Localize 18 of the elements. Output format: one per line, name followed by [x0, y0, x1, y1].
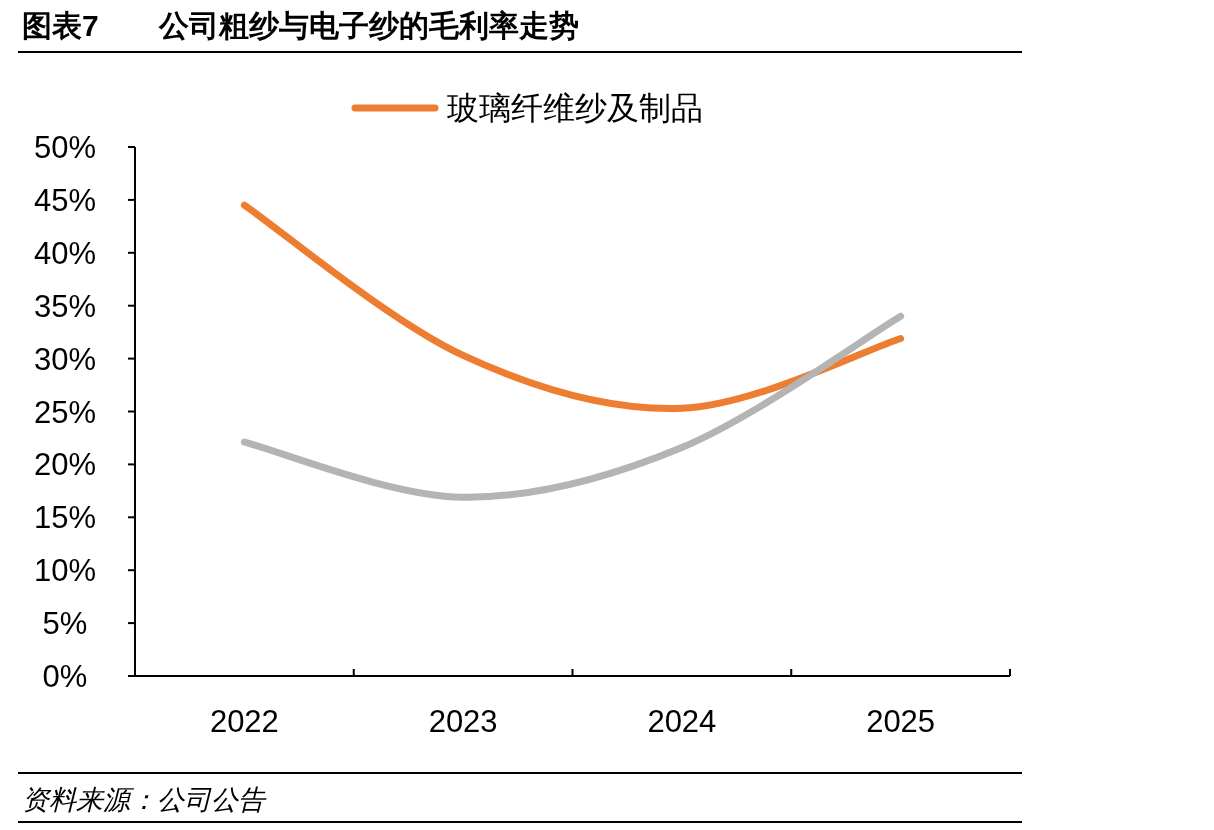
y-tick-label: 25%	[33, 394, 97, 430]
y-tick-label: 50%	[33, 130, 97, 165]
y-tick-label: 20%	[33, 447, 97, 483]
y-tick-label: 10%	[33, 553, 97, 589]
y-tick-label: 5%	[42, 606, 88, 642]
x-tick-label: 2022	[209, 704, 279, 739]
title: 图表7 公司粗纱与电子纱的毛利率走势	[22, 9, 579, 42]
y-tick-label: 15%	[33, 500, 97, 536]
y-tick-label: 40%	[33, 235, 97, 271]
x-tick-label: 2023	[428, 704, 498, 739]
legend-label: 玻璃纤维纱及制品	[447, 90, 703, 126]
y-tick-label: 45%	[33, 182, 97, 218]
x-tick-label: 2024	[647, 704, 717, 739]
y-tick-label: 35%	[33, 288, 97, 324]
x-tick-label: 2025	[866, 704, 936, 739]
y-tick-label: 0%	[42, 659, 88, 694]
text: 资料来源：公司公告	[22, 785, 267, 815]
y-tick-label: 30%	[33, 341, 97, 377]
